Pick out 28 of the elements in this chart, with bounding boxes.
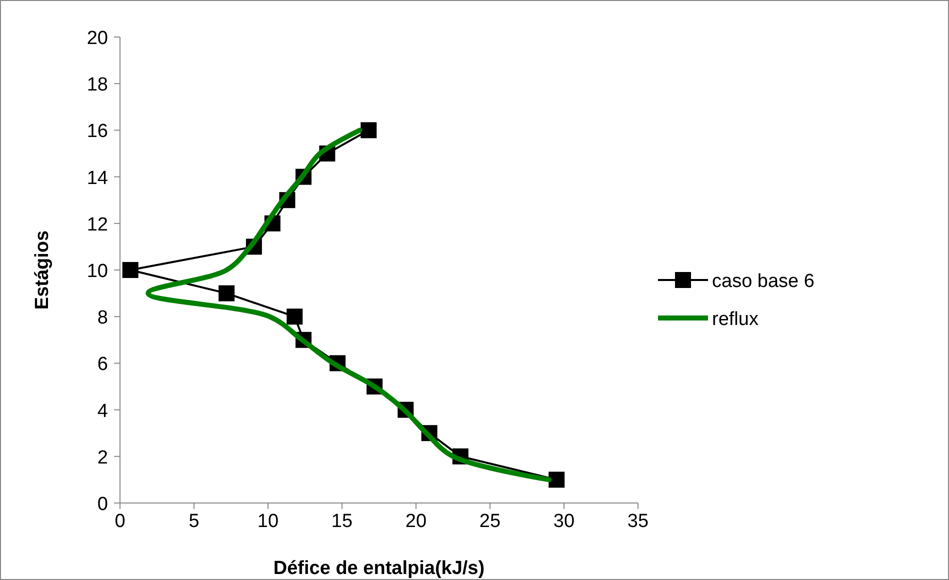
x-axis-title: Défice de entalpia(kJ/s): [273, 558, 485, 579]
point: [122, 262, 138, 278]
x-tick-label: 0: [114, 511, 126, 532]
y-tick-label: 4: [97, 400, 108, 422]
point: [548, 472, 565, 488]
y-tick-label: 10: [86, 261, 108, 282]
legend-label: reflux: [712, 309, 759, 330]
x-tick-label: 20: [405, 511, 427, 532]
legend-label: caso base 6: [712, 271, 814, 292]
y-tick-label: 18: [86, 74, 108, 96]
point: [360, 122, 377, 138]
y-tick-label: 0: [97, 494, 108, 515]
point: [286, 308, 303, 325]
y-tick-label: 6: [97, 354, 108, 376]
y-tick-label: 2: [97, 447, 108, 468]
x-tick-label: 5: [188, 511, 200, 532]
y-tick-label: 16: [86, 121, 108, 142]
x-tick-label: 30: [553, 511, 575, 532]
y-tick-label: 14: [86, 168, 108, 189]
y-tick-label: 20: [86, 28, 108, 49]
x-tick-label: 35: [627, 511, 649, 532]
y-tick-label: 8: [97, 308, 108, 329]
x-tick-label: 15: [331, 511, 353, 532]
point: [218, 285, 235, 302]
x-tick-label: 25: [479, 511, 501, 532]
y-axis-title: Estágios: [32, 230, 53, 310]
y-tick-label: 12: [86, 214, 108, 236]
x-tick-label: 10: [257, 511, 279, 532]
